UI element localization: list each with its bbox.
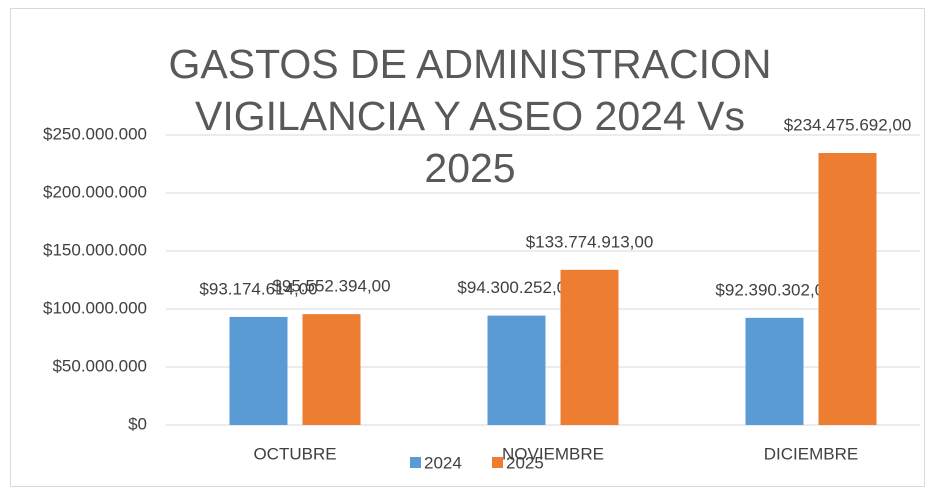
y-tick-label: $50.000.000: [52, 356, 147, 375]
legend-label: 2025: [506, 453, 544, 472]
bar: [229, 316, 288, 425]
bar: [818, 153, 877, 426]
data-label: $94.300.252,00: [457, 278, 575, 297]
bar: [487, 315, 546, 425]
y-tick-label: $100.000.000: [43, 298, 147, 317]
y-tick-label: $200.000.000: [43, 182, 147, 201]
x-tick-label: NOVIEMBRE: [502, 444, 604, 463]
x-tick-label: OCTUBRE: [253, 444, 336, 463]
chart-title: GASTOS DE ADMINISTRACION VIGILANCIA Y AS…: [168, 41, 772, 191]
y-tick-label: $0: [128, 414, 147, 433]
bar: [560, 269, 619, 425]
legend-swatch: [492, 457, 503, 468]
data-label: $95.552.394,00: [272, 277, 390, 296]
legend-label: 2024: [424, 453, 462, 472]
data-label: $234.475.692,00: [784, 115, 912, 134]
x-tick-label: DICIEMBRE: [764, 444, 858, 463]
bar: [745, 317, 804, 425]
data-label: $92.390.302,00: [715, 280, 833, 299]
y-tick-label: $250.000.000: [43, 124, 147, 143]
y-tick-label: $150.000.000: [43, 240, 147, 259]
legend-swatch: [410, 457, 421, 468]
data-label: $93.174.614,00: [199, 279, 317, 298]
data-label: $133.774.913,00: [526, 232, 654, 251]
bar: [302, 314, 361, 425]
